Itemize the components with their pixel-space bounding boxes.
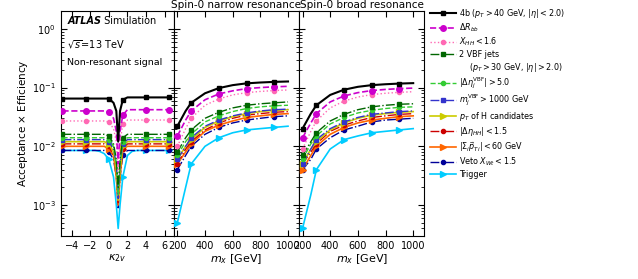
Title: Spin-0 narrow resonance: Spin-0 narrow resonance	[172, 0, 302, 10]
Text: Non-resonant signal: Non-resonant signal	[68, 58, 163, 67]
Y-axis label: Acceptance $\times$ Efficiency: Acceptance $\times$ Efficiency	[17, 60, 31, 187]
Text: $\sqrt{s}$=13 TeV: $\sqrt{s}$=13 TeV	[68, 38, 125, 51]
X-axis label: $m_x$ [GeV]: $m_x$ [GeV]	[336, 252, 388, 266]
Text: Simulation: Simulation	[101, 16, 157, 26]
Text: ATLAS: ATLAS	[68, 16, 101, 26]
X-axis label: $\kappa_{2v}$: $\kappa_{2v}$	[108, 252, 126, 264]
Legend: 4b ($p_T > 40$ GeV, $|\eta| < 2.0$), $\Delta R_{bb}$, $X_{HH} < 1.6$, 2 VBF jets: 4b ($p_T > 40$ GeV, $|\eta| < 2.0$), $\D…	[430, 7, 565, 179]
X-axis label: $m_x$ [GeV]: $m_x$ [GeV]	[211, 252, 263, 266]
Title: Spin-0 broad resonance: Spin-0 broad resonance	[300, 0, 424, 10]
